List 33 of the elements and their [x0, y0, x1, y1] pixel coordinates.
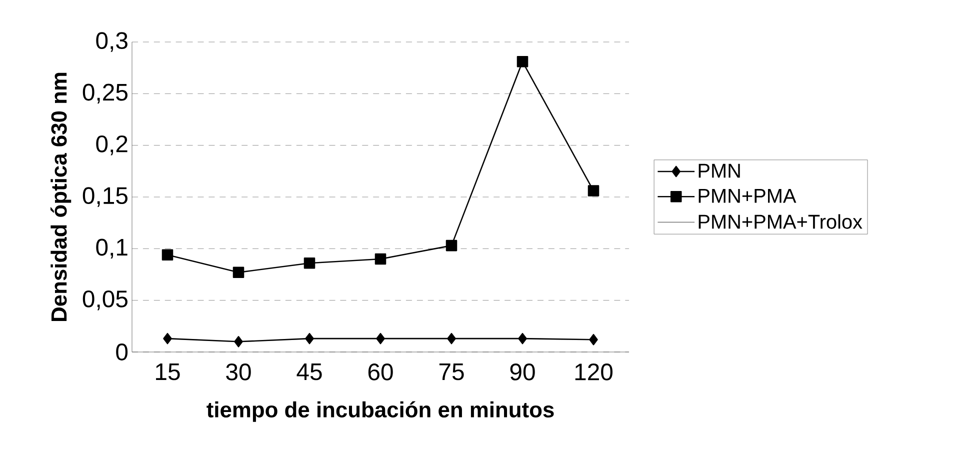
point — [588, 185, 600, 196]
point — [304, 258, 316, 269]
point — [232, 266, 244, 278]
point — [446, 240, 458, 252]
x-axis-title: tiempo de incubación en minutos — [206, 401, 554, 422]
y-tick-label: 0,3 — [96, 32, 128, 52]
y-axis-title: Densidad óptica 630 nm — [50, 72, 72, 321]
point — [589, 334, 598, 346]
legend-label: PMN+PMA+Trolox — [698, 214, 862, 229]
legend-label: PMN — [698, 164, 740, 178]
point — [376, 332, 385, 344]
point — [162, 249, 174, 260]
point — [516, 56, 528, 68]
y-tick-label: 0 — [116, 344, 128, 360]
x-tick-label: 30 — [226, 363, 251, 380]
point — [163, 332, 172, 344]
y-tick-label: 0,05 — [82, 290, 128, 310]
y-tick-label: 0,1 — [96, 238, 128, 259]
point — [447, 332, 456, 344]
y-tick-label: 0,2 — [96, 135, 128, 156]
x-tick-label: 90 — [510, 363, 535, 380]
legend-label: PMN+PMA — [698, 189, 796, 203]
point — [518, 332, 527, 344]
x-tick-label: 45 — [296, 363, 322, 380]
point — [234, 336, 243, 348]
point — [305, 332, 314, 344]
x-tick-label: 120 — [575, 363, 613, 380]
x-tick-label: 75 — [439, 363, 464, 380]
y-tick-label: 0,25 — [82, 84, 128, 104]
x-tick-label: 15 — [156, 363, 180, 380]
y-tick-label: 0,15 — [82, 187, 128, 207]
x-tick-label: 60 — [368, 363, 393, 380]
point — [374, 253, 386, 265]
